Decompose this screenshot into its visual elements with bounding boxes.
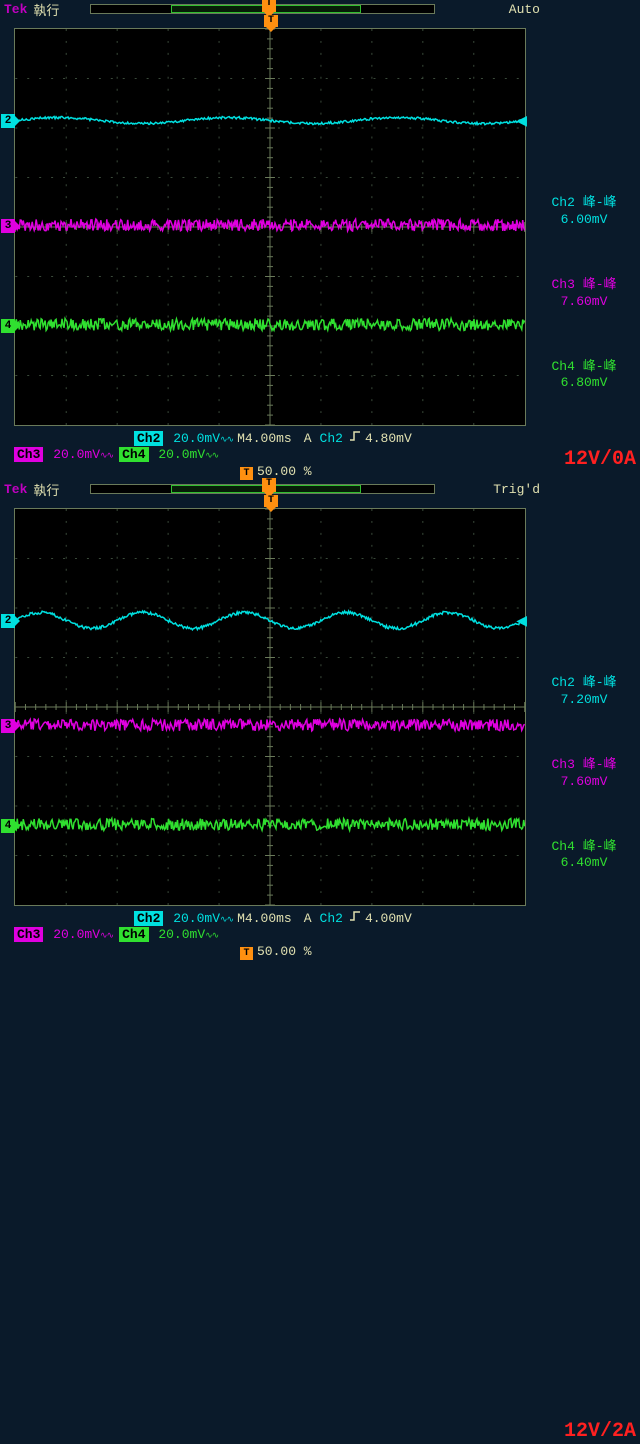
oscilloscope-panel-1: Tek 執行 T Trig'd T 2 3 4 ◀ Ch2 峰-峰7.20mVC… <box>0 480 640 960</box>
trigger-position-icon: T <box>262 478 276 492</box>
measurement: Ch2 峰-峰6.00mV <box>532 195 636 229</box>
measurement: Ch3 峰-峰7.60mV <box>532 277 636 311</box>
ch4-label: Ch4 <box>119 447 148 462</box>
waveform <box>15 611 524 630</box>
ch3-scale: 20.0mV∿∿ <box>45 927 113 942</box>
waveform <box>15 818 524 830</box>
waveform-area[interactable]: T 2 3 4 ◀ <box>14 28 526 426</box>
timebase: M4.00ms <box>237 431 292 446</box>
meas-label: Ch3 峰-峰 <box>532 277 636 294</box>
test-condition-label: 12V/0A <box>564 448 636 471</box>
ch2-scale: 20.0mV∿∿ <box>165 431 233 446</box>
tek-logo: Tek <box>4 482 27 497</box>
ch4-marker: 4 <box>1 819 15 833</box>
ch2-marker: 2 <box>1 114 15 128</box>
ch4-scale: 20.0mV∿∿ <box>151 447 219 462</box>
meas-label: Ch2 峰-峰 <box>532 195 636 212</box>
measurement: Ch4 峰-峰6.80mV <box>532 359 636 393</box>
trigger-position-pct: T50.00 % <box>240 944 312 960</box>
ch2-label: Ch2 <box>134 431 163 446</box>
t-icon: T <box>240 467 253 480</box>
ch2-label: Ch2 <box>134 911 163 926</box>
meas-label: Ch3 峰-峰 <box>532 757 636 774</box>
measurements-pane: Ch2 峰-峰6.00mV Ch3 峰-峰7.60mV Ch4 峰-峰6.80mV <box>532 195 636 440</box>
meas-value: 7.60mV <box>532 774 636 791</box>
waveforms <box>15 509 525 905</box>
measurement: Ch3 峰-峰7.60mV <box>532 757 636 791</box>
meas-label: Ch4 峰-峰 <box>532 359 636 376</box>
ch2-marker: 2 <box>1 614 15 628</box>
meas-value: 6.80mV <box>532 375 636 392</box>
readout-bar: Ch2 20.0mV∿∿ M4.00ms A Ch2 4.00mV Ch3 20… <box>14 910 540 942</box>
trigger-marker-icon: T <box>264 495 278 507</box>
trig-source: Ch2 <box>320 911 343 926</box>
waveform <box>15 319 524 331</box>
meas-value: 6.00mV <box>532 212 636 229</box>
ch4-label: Ch4 <box>119 927 148 942</box>
trig-level: 4.00mV <box>365 911 412 926</box>
meas-value: 6.40mV <box>532 855 636 872</box>
run-state: 執行 <box>33 480 59 499</box>
ch3-scale: 20.0mV∿∿ <box>45 447 113 462</box>
tek-logo: Tek <box>4 2 27 17</box>
test-condition-label: 12V/2A <box>564 1420 636 1443</box>
ch4-marker: 4 <box>1 319 15 333</box>
ch2-scale: 20.0mV∿∿ <box>165 911 233 926</box>
run-state: 執行 <box>33 0 59 19</box>
ch3-label: Ch3 <box>14 447 43 462</box>
trigger-level-arrow-icon: ◀ <box>516 113 527 130</box>
timebase: M4.00ms <box>237 911 292 926</box>
meas-label: Ch2 峰-峰 <box>532 675 636 692</box>
waveform-area[interactable]: T 2 3 4 ◀ <box>14 508 526 906</box>
ch3-marker: 3 <box>1 219 15 233</box>
waveforms <box>15 29 525 425</box>
oscilloscope-panel-0: Tek 執行 T Auto T 2 3 4 ◀ Ch2 峰-峰6.00mV Ch3… <box>0 0 640 480</box>
trig-source: Ch2 <box>320 431 343 446</box>
waveform <box>15 719 524 731</box>
ch3-marker: 3 <box>1 719 15 733</box>
meas-label: Ch4 峰-峰 <box>532 839 636 856</box>
meas-value: 7.20mV <box>532 692 636 709</box>
trigger-level-arrow-icon: ◀ <box>516 613 527 630</box>
trig-level: 4.80mV <box>365 431 412 446</box>
ch3-label: Ch3 <box>14 927 43 942</box>
waveform <box>15 219 524 231</box>
trigger-marker-icon: T <box>264 15 278 27</box>
rising-edge-icon <box>349 910 361 926</box>
ch4-scale: 20.0mV∿∿ <box>151 927 219 942</box>
header-bar: Tek 執行 T Trig'd <box>0 480 640 498</box>
trigger-mode: Auto <box>509 2 540 17</box>
measurements-pane: Ch2 峰-峰7.20mV Ch3 峰-峰7.60mV Ch4 峰-峰6.40mV <box>532 675 636 920</box>
readout-bar: Ch2 20.0mV∿∿ M4.00ms A Ch2 4.80mV Ch3 20… <box>14 430 540 462</box>
trigger-mode: Trig'd <box>493 482 540 497</box>
trigger-position-icon: T <box>262 0 276 12</box>
measurement: Ch4 峰-峰6.40mV <box>532 839 636 873</box>
header-bar: Tek 執行 T Auto <box>0 0 640 18</box>
waveform <box>15 116 524 124</box>
meas-value: 7.60mV <box>532 294 636 311</box>
rising-edge-icon <box>349 430 361 446</box>
t-icon: T <box>240 947 253 960</box>
measurement: Ch2 峰-峰7.20mV <box>532 675 636 709</box>
